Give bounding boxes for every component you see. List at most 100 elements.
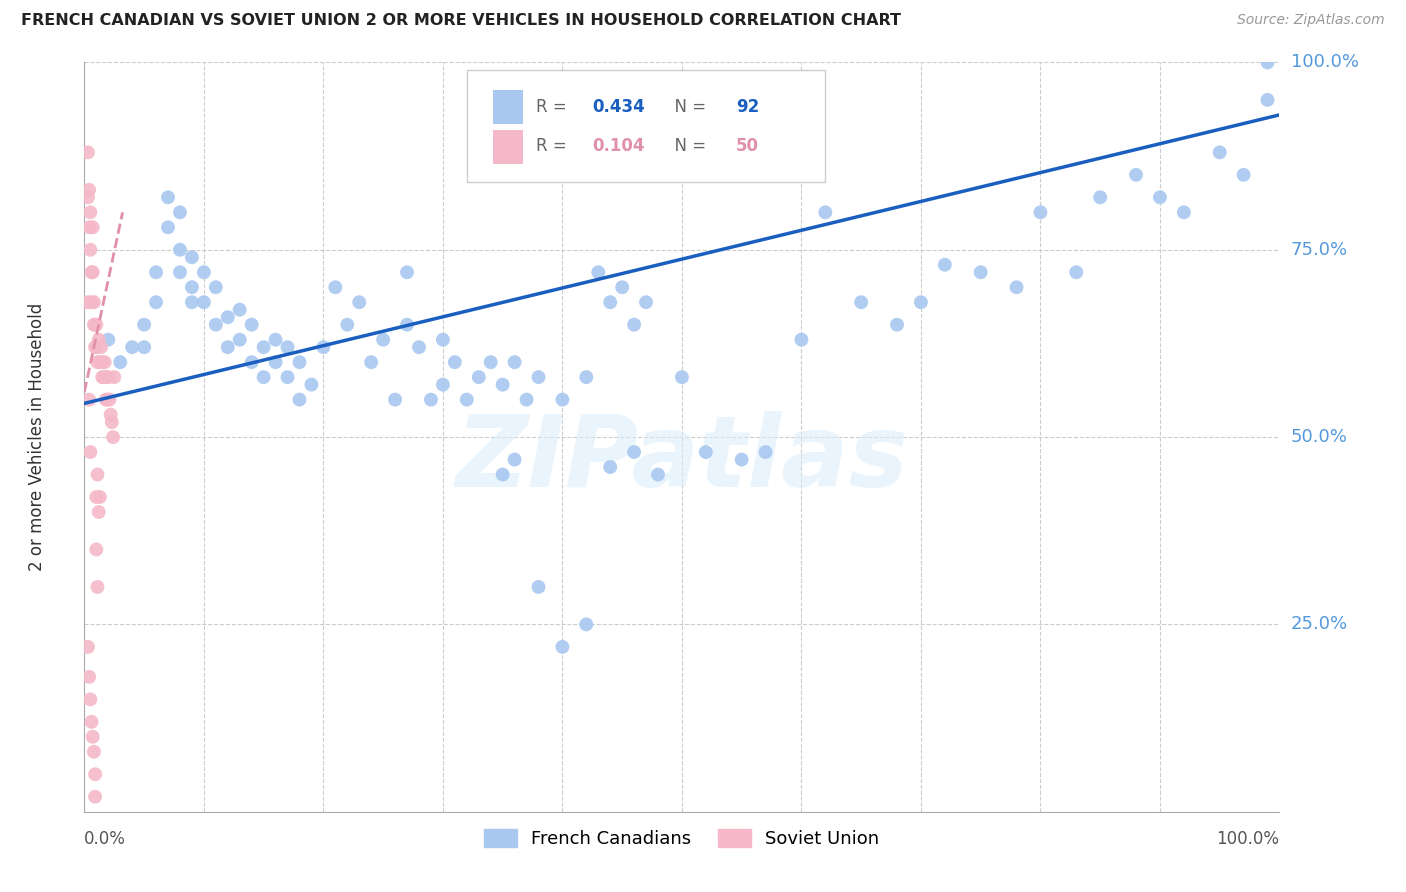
- Point: [80, 265, 103, 279]
- Point: [86, 355, 108, 369]
- Text: FRENCH CANADIAN VS SOVIET UNION 2 OR MORE VEHICLES IN HOUSEHOLD CORRELATION CHAR: FRENCH CANADIAN VS SOVIET UNION 2 OR MOR…: [21, 13, 901, 29]
- Point: [91, 355, 114, 369]
- Point: [240, 318, 263, 332]
- Point: [301, 377, 323, 392]
- Point: [934, 258, 956, 272]
- Point: [169, 265, 191, 279]
- Point: [755, 445, 778, 459]
- Point: [288, 392, 311, 407]
- Point: [96, 392, 118, 407]
- Point: [84, 767, 107, 781]
- Point: [82, 220, 104, 235]
- Point: [671, 370, 693, 384]
- Point: [77, 295, 100, 310]
- Text: 0.104: 0.104: [592, 137, 645, 155]
- Point: [82, 265, 104, 279]
- Point: [851, 295, 873, 310]
- Text: 0.434: 0.434: [592, 97, 645, 116]
- Point: [193, 265, 215, 279]
- Point: [503, 452, 526, 467]
- Point: [169, 243, 191, 257]
- Point: [599, 460, 621, 475]
- Point: [623, 445, 645, 459]
- Point: [527, 370, 550, 384]
- Legend: French Canadians, Soviet Union: French Canadians, Soviet Union: [477, 822, 887, 855]
- Point: [1029, 205, 1052, 219]
- Point: [84, 789, 107, 804]
- Point: [86, 490, 108, 504]
- Point: [408, 340, 430, 354]
- Point: [86, 542, 108, 557]
- Point: [575, 370, 598, 384]
- Point: [86, 340, 108, 354]
- Point: [79, 445, 101, 459]
- Point: [110, 355, 132, 369]
- Text: 50.0%: 50.0%: [1291, 428, 1347, 446]
- Point: [169, 205, 191, 219]
- Text: N =: N =: [664, 137, 711, 155]
- Point: [132, 340, 156, 354]
- Point: [193, 295, 215, 310]
- Point: [86, 467, 108, 482]
- Point: [205, 318, 228, 332]
- Point: [312, 340, 335, 354]
- Point: [97, 333, 120, 347]
- Point: [373, 333, 395, 347]
- Point: [396, 265, 419, 279]
- Point: [456, 392, 478, 407]
- Point: [83, 318, 105, 332]
- Point: [77, 190, 100, 204]
- Point: [89, 355, 111, 369]
- Point: [970, 265, 993, 279]
- Text: 100.0%: 100.0%: [1291, 54, 1358, 71]
- Point: [1257, 55, 1279, 70]
- Point: [77, 183, 100, 197]
- Point: [97, 370, 120, 384]
- Point: [1209, 145, 1232, 160]
- Point: [91, 370, 114, 384]
- Point: [790, 333, 813, 347]
- Point: [516, 392, 538, 407]
- Point: [77, 670, 100, 684]
- Point: [87, 333, 110, 347]
- Point: [77, 220, 100, 235]
- Point: [384, 392, 406, 407]
- Point: [910, 295, 932, 310]
- Point: [90, 340, 112, 354]
- Text: 50: 50: [735, 137, 759, 155]
- Point: [1005, 280, 1028, 294]
- Point: [264, 355, 287, 369]
- Point: [145, 295, 167, 310]
- Point: [575, 617, 598, 632]
- Point: [432, 333, 454, 347]
- Text: R =: R =: [536, 97, 572, 116]
- Point: [695, 445, 717, 459]
- Text: ZIPatlas: ZIPatlas: [456, 411, 908, 508]
- Point: [217, 310, 239, 325]
- Point: [103, 370, 125, 384]
- Point: [1066, 265, 1088, 279]
- Point: [132, 318, 156, 332]
- Point: [277, 340, 299, 354]
- Point: [468, 370, 491, 384]
- Point: [264, 333, 287, 347]
- Point: [503, 355, 526, 369]
- Point: [432, 377, 454, 392]
- Point: [93, 370, 115, 384]
- Point: [1233, 168, 1256, 182]
- Text: 0.0%: 0.0%: [84, 830, 127, 848]
- Point: [444, 355, 467, 369]
- Point: [157, 190, 180, 204]
- Point: [1090, 190, 1112, 204]
- Point: [1149, 190, 1171, 204]
- Point: [814, 205, 837, 219]
- Point: [479, 355, 502, 369]
- Point: [181, 250, 204, 264]
- Point: [277, 370, 299, 384]
- Point: [98, 392, 121, 407]
- Point: [77, 145, 100, 160]
- Point: [89, 490, 111, 504]
- Point: [79, 692, 101, 706]
- Point: [253, 370, 276, 384]
- Point: [612, 280, 634, 294]
